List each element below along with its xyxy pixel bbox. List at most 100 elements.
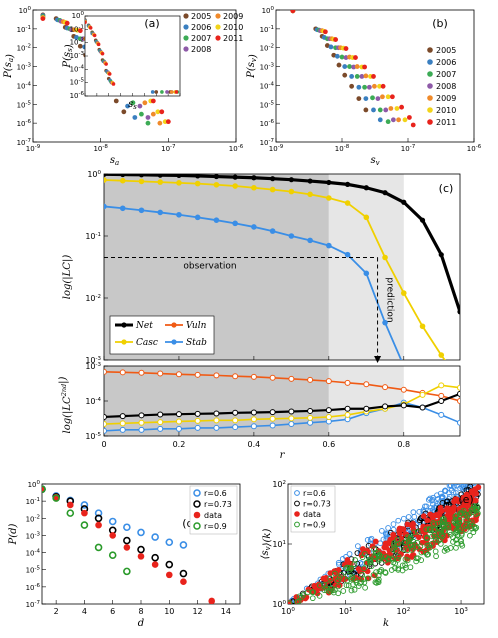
c-point-Net-10 (288, 177, 294, 183)
b-point-2011-1 (322, 29, 328, 35)
e-point-r=0.9-256 (389, 555, 396, 562)
c-line2-Stab (104, 401, 460, 432)
b-point-2009-7 (372, 83, 377, 89)
b-legend-marker-2009 (427, 95, 433, 101)
c-xlabel: r (280, 450, 286, 461)
e-point-data-224 (445, 511, 451, 518)
a-point-2011-2 (77, 28, 83, 34)
e-point-r=0.6-141 (385, 525, 391, 531)
e-point-r=0.6-127 (364, 537, 371, 543)
c-point2-Vuln-5 (194, 371, 201, 378)
d-ytick-4: 10-3 (26, 531, 41, 540)
b-point-2008-5 (351, 64, 357, 70)
e-point-r=0.9-130 (340, 588, 347, 594)
c-prediction-label: prediction (385, 277, 395, 322)
e-point-r=0.9-107 (432, 548, 439, 555)
d-point-r=0.6-4 (94, 509, 103, 517)
a-inset-xlabel: ss (128, 99, 137, 111)
e-point-r=0.9-158 (395, 554, 402, 560)
c-point-Net-2 (138, 174, 145, 178)
d-legend-marker-r=0.9 (193, 522, 201, 530)
c-point-Stab-19 (457, 447, 463, 453)
b-point-2011-8 (389, 94, 395, 100)
c-point2-Stab-4 (175, 425, 182, 432)
a-point-2011-10 (159, 109, 165, 115)
e-point-r=0.9-172 (432, 534, 438, 540)
e-point-r=0.9-224 (400, 546, 407, 553)
a-inset-point-2011-7 (111, 82, 116, 86)
e-point-r=0.9-191 (458, 541, 465, 547)
e-point-r=0.9-189 (426, 544, 433, 551)
e-point-r=0.9-216 (399, 562, 406, 569)
a-inset-point-2005-8 (154, 90, 159, 94)
e-point-r=0.9-244 (351, 586, 358, 593)
e-point-r=0.9-193 (375, 579, 382, 586)
e-point-r=0.9-205 (324, 587, 330, 594)
c-point2-Stab-9 (269, 422, 276, 429)
d-point-data-5 (109, 532, 117, 539)
a-inset-point-2008-8 (165, 90, 169, 94)
e-point-r=0.9-196 (431, 521, 437, 528)
e-point-r=0.9-142 (323, 585, 329, 591)
a-point-2005-4 (77, 43, 83, 49)
c-lower-shade-light (328, 366, 404, 436)
c-point2-Vuln-10 (288, 375, 295, 382)
d-legend-label-r=0.73: r=0.73 (204, 500, 232, 509)
c-point-Casc-16 (400, 290, 407, 296)
d-legend-label-data: data (204, 511, 222, 520)
b-point-2005-8 (356, 96, 362, 102)
e-point-r=0.9-186 (463, 527, 469, 533)
b-point-2006-3 (328, 44, 334, 50)
b-ytick-1: 10-6 (260, 119, 275, 128)
c-point2-Net-17 (419, 404, 426, 411)
e-point-r=0.9-199 (460, 507, 467, 514)
c-point2-Net-16 (400, 402, 407, 409)
e-point-r=0.9-164 (458, 532, 465, 539)
e-point-r=0.9-145 (426, 525, 433, 532)
e-point-data-227 (408, 522, 415, 528)
e-point-r=0.9-225 (298, 594, 305, 600)
c-point-Casc-14 (363, 214, 370, 221)
e-panel-label: (e) (458, 493, 473, 506)
d-point-r=0.6-5 (108, 517, 117, 526)
e-point-r=0.9-233 (474, 503, 480, 510)
c-point2-Casc-11 (307, 414, 314, 421)
b-point-2005-7 (349, 83, 355, 89)
a-point-2005-9 (113, 98, 119, 104)
b-point-2011-11 (410, 122, 416, 128)
e-point-r=0.6-108 (425, 496, 432, 503)
a-point-2007-9 (130, 100, 136, 106)
c-point-Net-15 (382, 190, 388, 196)
a-legend-marker-2009 (215, 13, 221, 19)
e-point-r=0.6-73 (475, 466, 480, 471)
e-point-r=0.6-162 (470, 477, 475, 482)
e-point-r=0.9-201 (426, 542, 433, 549)
e-point-r=0.9-215 (395, 556, 401, 563)
a-legend-label-2011: 2011 (223, 34, 243, 43)
c-legend-label-Casc: Casc (136, 338, 158, 348)
e-point-data-152 (398, 551, 404, 557)
b-point-2010-7 (377, 83, 382, 89)
b-ylabel: P(sv) (246, 54, 259, 79)
a-point-2011-1 (64, 20, 70, 26)
a-inset-ylabel: P(ss) (62, 44, 75, 68)
c-line-Stab (104, 205, 403, 360)
c-point-Net-5 (195, 174, 201, 179)
c-point2-Net-3 (157, 411, 164, 418)
b-point-2007-5 (347, 64, 352, 69)
c-point2-Net-1 (119, 413, 126, 420)
e-point-r=0.6-137 (458, 476, 463, 481)
e-point-r=0.9-252 (347, 576, 354, 582)
b-point-2008-8 (375, 96, 381, 102)
d-point-r=0.9-3 (80, 521, 89, 529)
d-point-r=0.6-9 (165, 538, 174, 547)
b-point-2011-5 (362, 64, 367, 70)
d-points (42, 485, 216, 604)
c-point-Net-17 (419, 217, 426, 223)
d-legend-box (189, 485, 238, 535)
c-ylabel2: log(|LC2nd|) (58, 376, 73, 433)
a-point-2006-9 (125, 103, 130, 109)
d-point-r=0.6-8 (151, 533, 159, 541)
e-xtick-3: 103 (454, 607, 468, 616)
panel-b: 10-9 10-8 10-7 10-6 10-7 10-6 10-5 10-4 10-3 10-2… (246, 6, 482, 167)
